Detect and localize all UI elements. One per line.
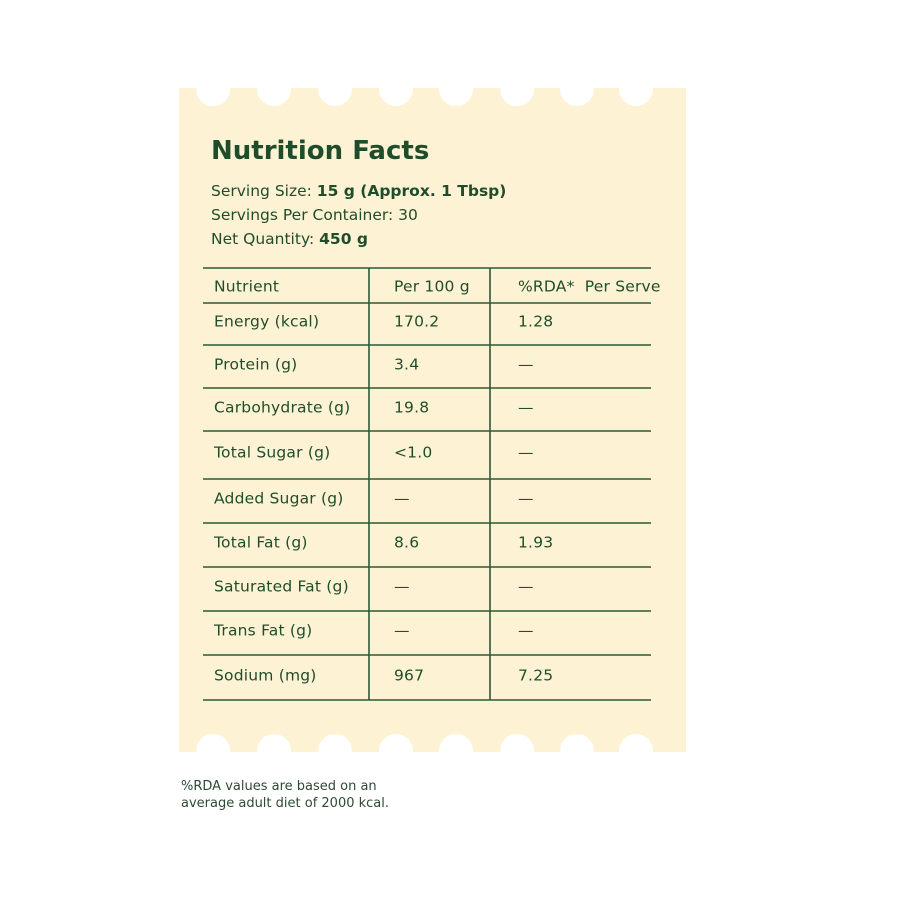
table-cell: Saturated Fat (g) <box>214 577 349 596</box>
table-cell: Carbohydrate (g) <box>214 397 351 416</box>
table-cell: Energy (kcal) <box>214 312 320 331</box>
table-cell: Total Sugar (g) <box>214 443 331 462</box>
serving-value: 15 g (Approx. 1 Tbsp) <box>316 182 507 200</box>
table-cell: — <box>394 577 410 596</box>
table-cell: — <box>518 489 534 508</box>
table-cell: Sodium (mg) <box>214 665 317 684</box>
table-cell: — <box>518 443 534 462</box>
table-cell: 3.4 <box>394 354 420 373</box>
serving-value: 30 <box>398 206 418 224</box>
serving-label: Serving Size: <box>211 182 317 200</box>
table-cell: 7.25 <box>518 665 554 684</box>
serving-line: Servings Per Container: 30 <box>211 206 418 224</box>
table-cell: — <box>518 397 534 416</box>
serving-label: Net Quantity: <box>211 230 320 248</box>
table-cell: — <box>394 621 410 640</box>
scallop-mask <box>179 60 686 88</box>
serving-line: Serving Size: 15 g (Approx. 1 Tbsp) <box>211 182 507 200</box>
table-cell: 967 <box>394 665 425 684</box>
label-card <box>179 88 686 752</box>
table-cell: — <box>518 577 534 596</box>
table-cell: 8.6 <box>394 533 420 552</box>
table-cell: 1.93 <box>518 533 554 552</box>
table-cell: 19.8 <box>394 397 430 416</box>
table-cell: — <box>394 489 410 508</box>
title: Nutrition Facts <box>211 136 430 166</box>
scallop-mask <box>179 752 686 782</box>
serving-label: Servings Per Container: <box>211 206 399 224</box>
header-cell: %RDA* Per Serve <box>518 277 661 296</box>
header-cell: Per 100 g <box>394 277 470 296</box>
table-cell: Protein (g) <box>214 354 298 373</box>
table-cell: 170.2 <box>394 312 440 331</box>
table-cell: — <box>518 621 534 640</box>
header-cell: Nutrient <box>214 277 280 296</box>
footnote: average adult diet of 2000 kcal. <box>181 796 390 811</box>
table-cell: 1.28 <box>518 312 554 331</box>
table-cell: Added Sugar (g) <box>214 489 344 508</box>
table-cell: — <box>518 354 534 373</box>
table-cell: <1.0 <box>394 443 433 462</box>
table-cell: Total Fat (g) <box>214 533 308 552</box>
footnote: %RDA values are based on an <box>181 779 377 794</box>
serving-value: 450 g <box>319 230 368 248</box>
serving-line: Net Quantity: 450 g <box>211 230 368 248</box>
table-cell: Trans Fat (g) <box>214 621 313 640</box>
